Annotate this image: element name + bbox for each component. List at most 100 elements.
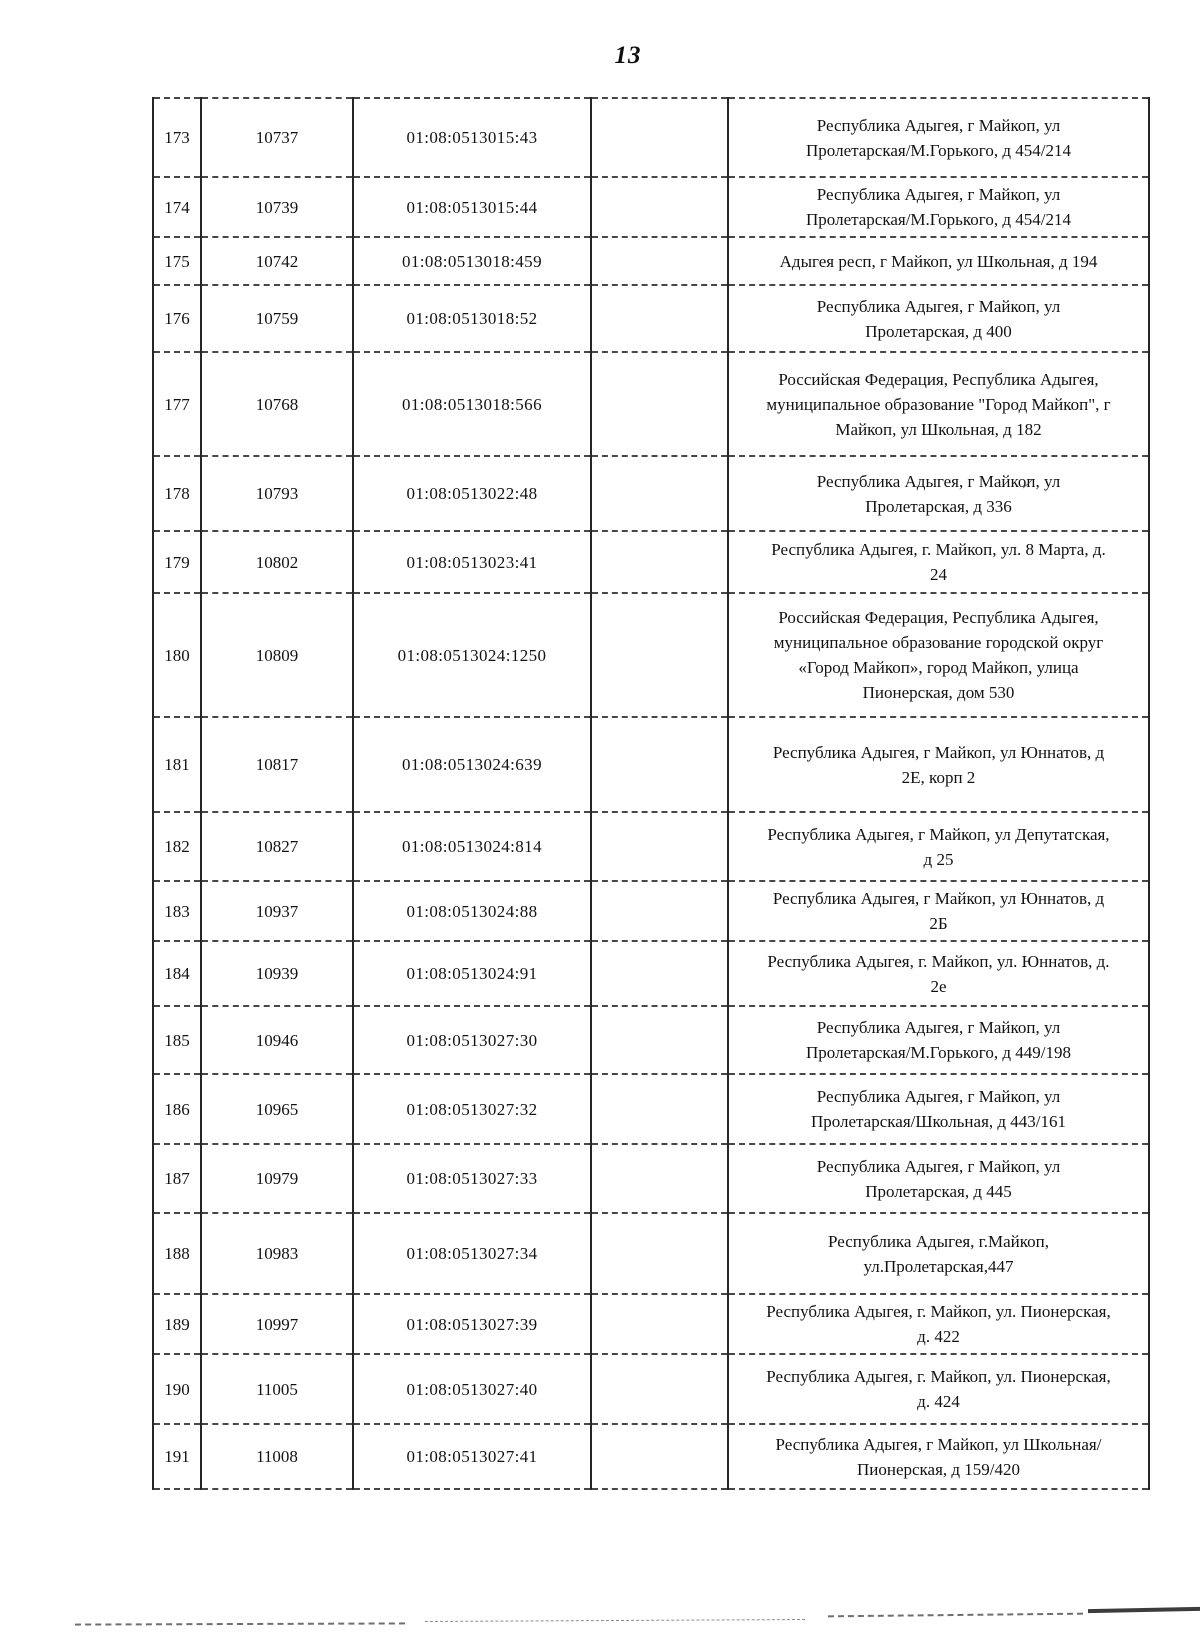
row-number-cell: 188 xyxy=(152,1212,202,1295)
row-number-cell: 190 xyxy=(152,1353,202,1425)
empty-cell xyxy=(590,592,729,718)
row-number-cell: 187 xyxy=(152,1143,202,1214)
scan-artifact-line xyxy=(425,1619,805,1622)
cadastral-number-cell: 01:08:0513024:91 xyxy=(352,940,592,1007)
cadastral-number-cell: 01:08:0513018:52 xyxy=(352,284,592,353)
object-id-cell: 10742 xyxy=(200,236,354,286)
empty-cell xyxy=(590,940,729,1007)
object-id-cell: 11008 xyxy=(200,1423,354,1490)
object-id-cell: 10793 xyxy=(200,455,354,532)
table-row: 180 10809 01:08:0513024:1250 Российская Фед… xyxy=(152,592,1150,718)
table-row: 184 10939 01:08:0513024:91 Республика Адыге… xyxy=(152,940,1150,1007)
row-number-cell: 181 xyxy=(152,716,202,813)
row-number-cell: 173 xyxy=(152,97,202,178)
object-id-cell: 10739 xyxy=(200,176,354,238)
row-number-cell: 186 xyxy=(152,1073,202,1145)
empty-cell xyxy=(590,1212,729,1295)
address-cell: Республика Адыгея, г. Майкоп, ул. Пионер… xyxy=(727,1293,1150,1355)
object-id-cell: 10737 xyxy=(200,97,354,178)
scan-artifact-line xyxy=(1087,1606,1200,1614)
table-row: 173 10737 01:08:0513015:43 Республика Адыге… xyxy=(152,97,1150,178)
row-number-cell: 183 xyxy=(152,880,202,942)
object-id-cell: 10759 xyxy=(200,284,354,353)
cadastral-number-cell: 01:08:0513027:34 xyxy=(352,1212,592,1295)
cadastral-number-cell: 01:08:0513027:41 xyxy=(352,1423,592,1490)
table-row: 178 10793 01:08:0513022:48 Республика Адыге… xyxy=(152,455,1150,532)
table-row: 176 10759 01:08:0513018:52 Республика Адыге… xyxy=(152,284,1150,353)
empty-cell xyxy=(590,530,729,594)
table-row: 191 11008 01:08:0513027:41 Республика Адыге… xyxy=(152,1423,1150,1490)
address-cell: Республика Адыгея, г Майкоп, ул Юннатов,… xyxy=(727,880,1150,942)
address-cell: Республика Адыгея, г Майкоп, ул Пролетар… xyxy=(727,1073,1150,1145)
cadastral-number-cell: 01:08:0513024:814 xyxy=(352,811,592,882)
object-id-cell: 10937 xyxy=(200,880,354,942)
object-id-cell: 10939 xyxy=(200,940,354,1007)
cadastral-number-cell: 01:08:0513027:40 xyxy=(352,1353,592,1425)
table-row: 188 10983 01:08:0513027:34 Республика Адыге… xyxy=(152,1212,1150,1295)
cadastral-number-cell: 01:08:0513027:39 xyxy=(352,1293,592,1355)
parcels-table: 173 10737 01:08:0513015:43 Республика Адыге… xyxy=(152,97,1150,1490)
object-id-cell: 10768 xyxy=(200,351,354,457)
table-row: 189 10997 01:08:0513027:39 Республика Адыге… xyxy=(152,1293,1150,1355)
object-id-cell: 10817 xyxy=(200,716,354,813)
cadastral-number-cell: 01:08:0513027:33 xyxy=(352,1143,592,1214)
address-cell: Республика Адыгея, г. Майкоп, ул. Пионер… xyxy=(727,1353,1150,1425)
object-id-cell: 11005 xyxy=(200,1353,354,1425)
empty-cell xyxy=(590,284,729,353)
row-number-cell: 191 xyxy=(152,1423,202,1490)
row-number-cell: 178 xyxy=(152,455,202,532)
cadastral-number-cell: 01:08:0513015:44 xyxy=(352,176,592,238)
row-number-cell: 179 xyxy=(152,530,202,594)
empty-cell xyxy=(590,1005,729,1075)
address-cell: Российская Федерация, Республика Адыгея,… xyxy=(727,592,1150,718)
table-row: 190 11005 01:08:0513027:40 Республика Адыге… xyxy=(152,1353,1150,1425)
address-cell: Республика Адыгея, г Майкоп, ул Депутатс… xyxy=(727,811,1150,882)
object-id-cell: 10965 xyxy=(200,1073,354,1145)
empty-cell xyxy=(590,351,729,457)
cadastral-number-cell: 01:08:0513018:566 xyxy=(352,351,592,457)
row-number-cell: 185 xyxy=(152,1005,202,1075)
address-cell: Республика Адыгея, г. Майкоп, ул. Юннато… xyxy=(727,940,1150,1007)
row-number-cell: 189 xyxy=(152,1293,202,1355)
table-row: 177 10768 01:08:0513018:566 Российская Феде… xyxy=(152,351,1150,457)
empty-cell xyxy=(590,97,729,178)
object-id-cell: 10983 xyxy=(200,1212,354,1295)
address-cell: Республика Адыгея, г Майкоп, ул Пролетар… xyxy=(727,1005,1150,1075)
empty-cell xyxy=(590,1143,729,1214)
table-row: 182 10827 01:08:0513024:814 Республика Адыг… xyxy=(152,811,1150,882)
cadastral-number-cell: 01:08:0513015:43 xyxy=(352,97,592,178)
empty-cell xyxy=(590,1073,729,1145)
table-row: 185 10946 01:08:0513027:30 Республика Адыге… xyxy=(152,1005,1150,1075)
address-cell: Республика Адыгея, г Майкоп, ул Школьная… xyxy=(727,1423,1150,1490)
object-id-cell: 10979 xyxy=(200,1143,354,1214)
row-number-cell: 180 xyxy=(152,592,202,718)
scan-artifact-line xyxy=(74,1622,406,1626)
empty-cell xyxy=(590,716,729,813)
cadastral-number-cell: 01:08:0513024:88 xyxy=(352,880,592,942)
row-number-cell: 177 xyxy=(152,351,202,457)
object-id-cell: 10827 xyxy=(200,811,354,882)
cadastral-number-cell: 01:08:0513018:459 xyxy=(352,236,592,286)
object-id-cell: 10997 xyxy=(200,1293,354,1355)
empty-cell xyxy=(590,455,729,532)
address-cell: Республика Адыгея, г Майкоп, ул Пролетар… xyxy=(727,176,1150,238)
address-cell: Республика Адыгея, г. Майкоп, ул. 8 Март… xyxy=(727,530,1150,594)
cadastral-number-cell: 01:08:0513027:30 xyxy=(352,1005,592,1075)
address-cell: Российская Федерация, Республика Адыгея,… xyxy=(727,351,1150,457)
object-id-cell: 10802 xyxy=(200,530,354,594)
table-row: 183 10937 01:08:0513024:88 Республика Адыге… xyxy=(152,880,1150,942)
table-row: 187 10979 01:08:0513027:33 Республика Адыге… xyxy=(152,1143,1150,1214)
cadastral-number-cell: 01:08:0513027:32 xyxy=(352,1073,592,1145)
empty-cell xyxy=(590,236,729,286)
table-row: 186 10965 01:08:0513027:32 Республика Адыге… xyxy=(152,1073,1150,1145)
address-cell: Республика Адыгея, г Майкоп, ул Пролетар… xyxy=(727,1143,1150,1214)
empty-cell xyxy=(590,1293,729,1355)
empty-cell xyxy=(590,1423,729,1490)
address-cell: Республика Адыгея, г Майкоп, ул Пролетар… xyxy=(727,455,1150,532)
address-cell: Республика Адыгея, г Майкоп, ул Пролетар… xyxy=(727,284,1150,353)
table-row: 181 10817 01:08:0513024:639 Республика Адыг… xyxy=(152,716,1150,813)
page-number: 13 xyxy=(614,42,642,69)
row-number-cell: 182 xyxy=(152,811,202,882)
address-cell: Адыгея респ, г Майкоп, ул Школьная, д 19… xyxy=(727,236,1150,286)
